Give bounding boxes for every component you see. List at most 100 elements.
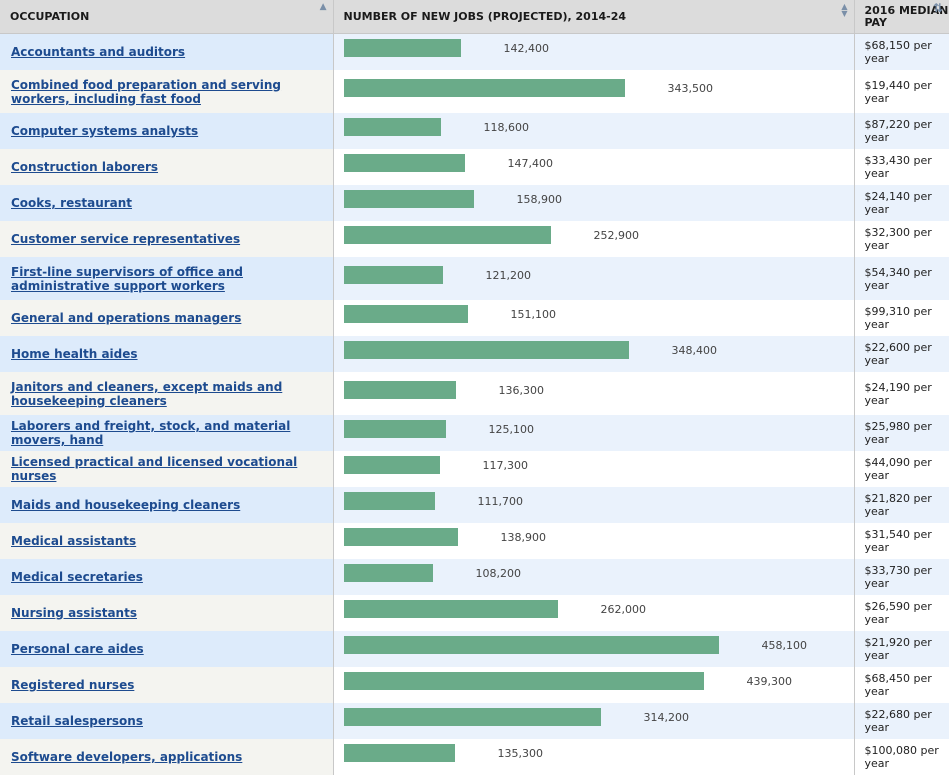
jobs-bar	[343, 266, 443, 284]
occupation-cell: First-line supervisors of office and adm…	[0, 257, 334, 300]
table-row: Medical assistants 138,900 $31,540 per yea…	[0, 523, 949, 559]
jobs-value-label: 118,600	[483, 121, 530, 134]
jobs-bar	[343, 528, 458, 546]
median-pay-cell: $99,310 per year	[854, 300, 949, 336]
occupation-cell: Licensed practical and licensed vocation…	[0, 451, 334, 487]
occupation-link[interactable]: Maids and housekeeping cleaners	[11, 498, 241, 512]
sort-ascending-icon[interactable]: ▲	[319, 2, 327, 12]
table-row: Maids and housekeeping cleaners 111,700 $2…	[0, 487, 949, 523]
jobs-bar	[343, 744, 455, 762]
occupation-header-label: OCCUPATION	[10, 9, 90, 23]
jobs-bar-cell: 118,600	[333, 113, 855, 149]
occupation-link[interactable]: Customer service representatives	[11, 232, 241, 246]
jobs-value-label: 136,300	[498, 384, 545, 397]
table-row: Laborers and freight, stock, and materia…	[0, 415, 949, 451]
occupation-link[interactable]: Medical assistants	[11, 534, 137, 548]
jobs-bar	[343, 381, 456, 399]
jobs-bar-cell: 142,400	[333, 33, 855, 70]
jobs-bar	[343, 226, 551, 244]
occupation-cell: Accountants and auditors	[0, 33, 334, 70]
jobs-bar	[343, 492, 435, 510]
occupation-column-header[interactable]: OCCUPATION ▲	[0, 0, 334, 34]
occupation-cell: General and operations managers	[0, 300, 334, 336]
jobs-bar	[343, 564, 433, 582]
jobs-value-label: 125,100	[488, 423, 535, 436]
header-row: OCCUPATION ▲ NUMBER OF NEW JOBS (PROJECT…	[0, 0, 949, 34]
jobs-bar	[343, 39, 461, 57]
jobs-bar-cell: 458,100	[333, 631, 855, 667]
occupation-link[interactable]: Home health aides	[11, 347, 138, 361]
occupation-link[interactable]: Medical secretaries	[11, 570, 143, 584]
occupation-link[interactable]: Personal care aides	[11, 642, 144, 656]
jobs-value-label: 262,000	[600, 603, 647, 616]
occupation-cell: Combined food preparation and serving wo…	[0, 70, 334, 113]
pay-header-label: 2016 MEDIAN PAY	[864, 3, 949, 29]
jobs-value-label: 343,500	[667, 82, 714, 95]
jobs-bar-cell: 121,200	[333, 257, 855, 300]
occupation-link[interactable]: Licensed practical and licensed vocation…	[11, 455, 298, 483]
table-row: Accountants and auditors 142,400 $68,150 p…	[0, 33, 949, 70]
jobs-bar-cell: 348,400	[333, 336, 855, 372]
jobs-value-label: 121,200	[485, 269, 532, 282]
jobs-value-label: 458,100	[761, 639, 808, 652]
table-row: Medical secretaries 108,200 $33,730 per ye…	[0, 559, 949, 595]
occupation-link[interactable]: First-line supervisors of office and adm…	[11, 264, 243, 293]
table-row: Construction laborers 147,400 $33,430 per …	[0, 149, 949, 185]
jobs-value-label: 439,300	[746, 675, 793, 688]
occupation-cell: Cooks, restaurant	[0, 185, 334, 221]
occupation-cell: Construction laborers	[0, 149, 334, 185]
median-pay-cell: $26,590 per year	[854, 595, 949, 631]
table-row: Customer service representatives 252,900 $…	[0, 221, 949, 257]
jobs-bar-cell: 158,900	[333, 185, 855, 221]
sort-both-icon[interactable]: ▲ ▼	[841, 2, 848, 18]
jobs-bar	[343, 708, 601, 726]
occupation-link[interactable]: Retail salespersons	[11, 714, 143, 728]
jobs-bar-cell: 439,300	[333, 667, 855, 703]
occupation-link[interactable]: General and operations managers	[11, 311, 242, 325]
median-pay-cell: $22,600 per year	[854, 336, 949, 372]
occupation-link[interactable]: Cooks, restaurant	[11, 196, 133, 210]
occupation-link[interactable]: Combined food preparation and serving wo…	[11, 77, 282, 106]
median-pay-cell: $32,300 per year	[854, 221, 949, 257]
jobs-bar	[343, 341, 629, 359]
table-row: Personal care aides 458,100 $21,920 per ye…	[0, 631, 949, 667]
jobs-column-header[interactable]: NUMBER OF NEW JOBS (PROJECTED), 2014-24 …	[333, 0, 855, 34]
occupation-link[interactable]: Construction laborers	[11, 160, 159, 174]
jobs-bar-cell: 108,200	[333, 559, 855, 595]
occupation-link[interactable]: Nursing assistants	[11, 606, 137, 620]
median-pay-cell: $44,090 per year	[854, 451, 949, 487]
median-pay-cell: $87,220 per year	[854, 113, 949, 149]
jobs-bar-cell: 136,300	[333, 372, 855, 415]
jobs-value-label: 108,200	[475, 567, 522, 580]
median-pay-cell: $24,190 per year	[854, 372, 949, 415]
table-row: Retail salespersons 314,200 $22,680 per ye…	[0, 703, 949, 739]
occupation-cell: Maids and housekeeping cleaners	[0, 487, 334, 523]
jobs-header-label: NUMBER OF NEW JOBS (PROJECTED), 2014-24	[343, 9, 627, 23]
occupation-link[interactable]: Registered nurses	[11, 678, 135, 692]
jobs-bar	[343, 672, 704, 690]
table-row: First-line supervisors of office and adm…	[0, 257, 949, 300]
median-pay-cell: $33,430 per year	[854, 149, 949, 185]
jobs-bar-cell: 117,300	[333, 451, 855, 487]
pay-column-header[interactable]: 2016 MEDIAN PAY ⇅	[854, 0, 949, 34]
jobs-bar-cell: 125,100	[333, 415, 855, 451]
occupation-link[interactable]: Accountants and auditors	[11, 45, 186, 59]
jobs-bar	[343, 305, 468, 323]
jobs-value-label: 138,900	[500, 531, 547, 544]
occupation-link[interactable]: Laborers and freight, stock, and materia…	[11, 419, 291, 447]
occupation-link[interactable]: Janitors and cleaners, except maids and …	[11, 379, 283, 408]
median-pay-cell: $19,440 per year	[854, 70, 949, 113]
sort-icon[interactable]: ⇅	[932, 1, 943, 15]
median-pay-cell: $22,680 per year	[854, 703, 949, 739]
occupation-link[interactable]: Software developers, applications	[11, 750, 243, 764]
median-pay-cell: $54,340 per year	[854, 257, 949, 300]
table-row: Combined food preparation and serving wo…	[0, 70, 949, 113]
jobs-bar-cell: 111,700	[333, 487, 855, 523]
occupation-link[interactable]: Computer systems analysts	[11, 124, 199, 138]
occupation-cell: Janitors and cleaners, except maids and …	[0, 372, 334, 415]
table-row: Registered nurses 439,300 $68,450 per year	[0, 667, 949, 703]
median-pay-cell: $24,140 per year	[854, 185, 949, 221]
jobs-bar-cell: 262,000	[333, 595, 855, 631]
median-pay-cell: $100,080 per year	[854, 739, 949, 775]
